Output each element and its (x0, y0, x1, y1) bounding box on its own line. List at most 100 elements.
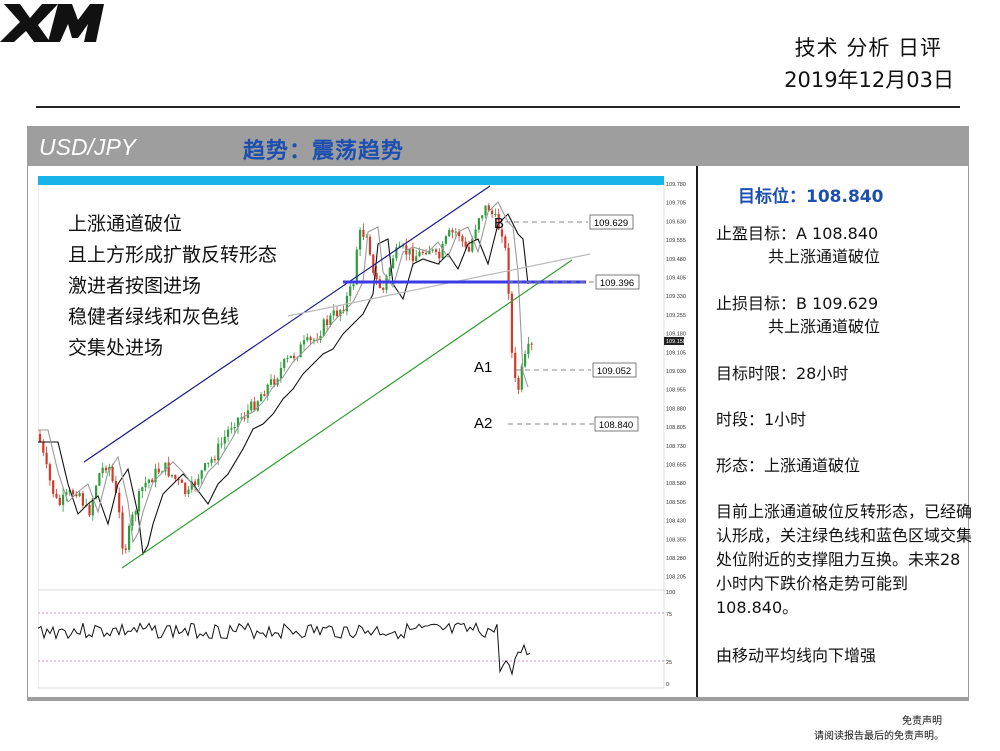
candle-body (167, 462, 170, 477)
candle-body (273, 379, 276, 385)
candle-body (250, 401, 253, 411)
annotation-line-4: 稳健者绿线和灰色线 (68, 306, 239, 328)
candle-body (415, 256, 418, 262)
currency-pair: USD/JPY (39, 134, 137, 160)
y-tick-label: 108.205 (666, 575, 686, 581)
y-tick-label: 109.405 (666, 276, 686, 282)
candle-body (448, 229, 451, 237)
candle-body (217, 443, 220, 461)
label-b: B (494, 215, 504, 232)
candle-body (223, 436, 226, 444)
candle-body (114, 481, 117, 493)
candle-body (220, 443, 223, 445)
candle-body (431, 249, 434, 251)
candle-body (253, 401, 256, 411)
candle-body (227, 429, 230, 437)
candle-body (62, 494, 65, 506)
y-tick-label: 109.705 (666, 201, 686, 207)
candle-body (458, 231, 461, 237)
gray-trend-line (287, 253, 591, 317)
stop-loss: 止损目标：B 109.629 共上涨通道破位 (716, 292, 880, 338)
disclaimer-title: 免责声明 (902, 716, 942, 727)
candle-body (514, 352, 517, 378)
annotation-line-5: 交集处进场 (68, 337, 163, 359)
stop-loss-label: 止损目标：B 109.629 (716, 294, 879, 313)
candle-body (147, 479, 150, 483)
y-tick-label: 108.955 (666, 388, 686, 394)
candle-body (425, 253, 428, 255)
xm-logo (0, 4, 104, 42)
candle-body (184, 482, 187, 495)
ma-note: 由移动平均线向下增强 (716, 646, 877, 665)
disclaimer-text: 请阅读报告最后的免责声明。 (814, 731, 944, 742)
panel-divider (696, 166, 698, 698)
chart-annotation: 上涨通道破位 且上方形成扩散反转形态 激进者按图进场 稳健者绿线和灰色线 交集处… (68, 213, 277, 359)
candle-body (309, 337, 312, 341)
candle-body (342, 309, 345, 312)
oscillator-line (38, 621, 531, 676)
candle-body (197, 478, 200, 486)
candle-body (230, 428, 233, 430)
title-banner: USD/JPY 趋势：震荡趋势 (27, 126, 969, 166)
candle-body (154, 468, 157, 483)
candle-body (484, 205, 487, 216)
candle-body (141, 487, 144, 492)
candle-body (279, 367, 282, 379)
ma-gray-line (38, 201, 529, 544)
candle-body (194, 481, 197, 486)
candle-body (451, 229, 454, 233)
candle-body (124, 548, 127, 550)
candle-body (203, 463, 207, 471)
y-tick-label: 108.430 (666, 519, 686, 525)
candle-body (428, 250, 431, 255)
candle-body (180, 479, 183, 483)
oscillator-panel (38, 589, 665, 689)
y-tick-label: 109.180 (666, 332, 686, 338)
candle-body (128, 525, 131, 550)
candle-body (266, 384, 269, 397)
candle-body (91, 498, 94, 516)
candle-body (71, 490, 75, 495)
analysis-text: 目前上涨通道破位反转形态，已经确认形成，关注绿色线和蓝色区域交集处位附近的支撑阻… (716, 502, 973, 617)
candle-body (101, 467, 104, 474)
candle-body (375, 272, 378, 280)
y-tick-label: 109.255 (666, 313, 686, 319)
y-tick-label: 109.030 (666, 369, 686, 375)
candle-body (491, 210, 494, 215)
candle-body (263, 394, 266, 397)
candle-body (359, 229, 362, 250)
price-box-a2-text: 108.840 (599, 420, 633, 431)
annotation-line-2: 且上方形成扩散反转形态 (68, 244, 277, 266)
candle-body (517, 377, 520, 390)
candle-body (471, 238, 474, 252)
candle-body (474, 229, 477, 239)
candle-body (494, 214, 497, 216)
osc-tick-label: 100 (666, 590, 675, 596)
candle-body (438, 251, 441, 259)
candle-body (164, 462, 167, 472)
price-box-b: 109.629 (589, 214, 634, 230)
candle-body (378, 279, 381, 288)
candle-body (326, 319, 329, 326)
candle-body (95, 485, 98, 499)
candle-body (398, 245, 401, 248)
candle-body (524, 353, 527, 367)
candle-body (408, 248, 411, 255)
candle-body (388, 268, 391, 277)
y-tick-label: 108.880 (666, 406, 686, 412)
y-tick-label: 108.355 (666, 537, 686, 543)
candle-body (48, 464, 51, 481)
price-box-a1-text: 109.052 (597, 366, 631, 377)
candle-body (382, 287, 385, 290)
candle-body (144, 482, 147, 488)
time-period: 时段：1小时 (716, 410, 807, 429)
y-tick-label: 109.480 (666, 257, 686, 263)
candle-body (441, 243, 444, 259)
candle-body (131, 514, 134, 526)
candle-body (170, 474, 174, 477)
candle-body (52, 480, 55, 494)
candle-body (510, 293, 513, 353)
candle-body (500, 229, 504, 237)
oscillator-axis: 100 75 25 0 (666, 590, 675, 688)
target-price: 目标位：108.840 (738, 187, 884, 207)
